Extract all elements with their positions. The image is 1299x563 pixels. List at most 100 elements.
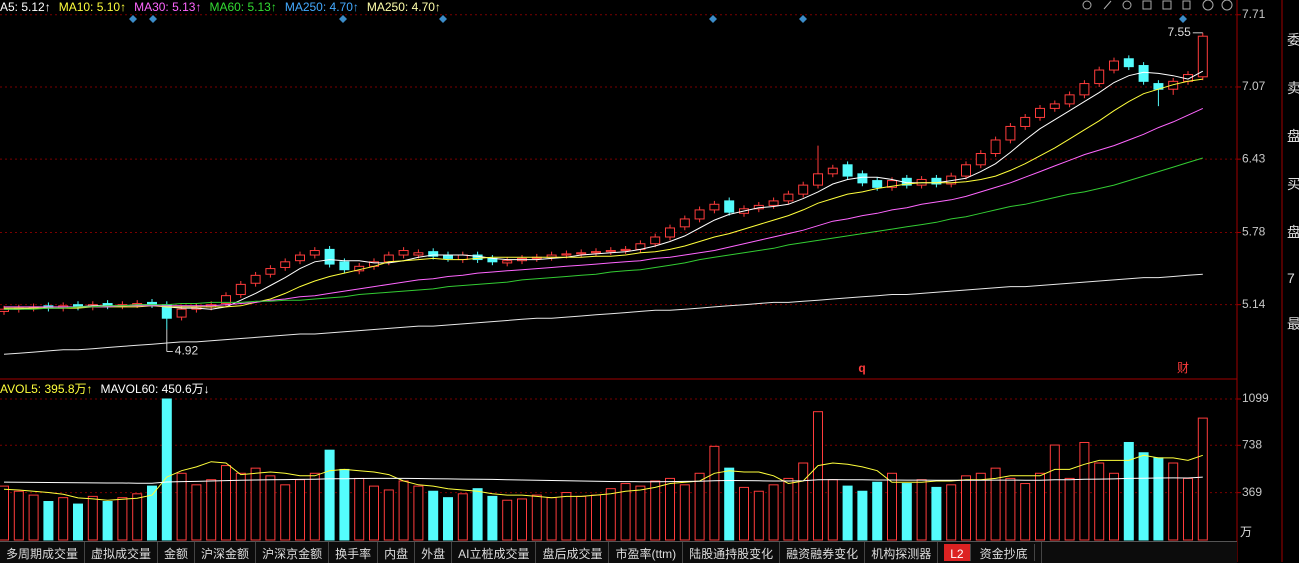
candle-body (694, 209, 705, 220)
tab[interactable]: 金额 (158, 542, 196, 563)
tab[interactable]: 融资融券变化 (780, 542, 866, 563)
indicator-label: MA250: 4.70↑ (284, 0, 359, 14)
candle-body (1109, 60, 1119, 71)
candle-body (768, 200, 779, 206)
candle-body (1049, 103, 1060, 109)
candle-body (221, 295, 231, 305)
volume-bar (1049, 444, 1060, 541)
min-label: 4.92 (175, 344, 199, 358)
volume-bar (354, 477, 365, 541)
volume-bar (1094, 462, 1105, 541)
tab[interactable]: 市盈率(ttm) (609, 542, 684, 563)
candle-body (250, 274, 261, 284)
candle-body (842, 164, 853, 177)
candle-body (309, 250, 320, 256)
tab[interactable]: 多周期成交量 (0, 542, 86, 563)
price-header: A5: 5.12↑ MA10: 5.10↑ MA30: 5.13↑ MA60: 5.1… (0, 0, 441, 14)
toolbar[interactable] (1082, 0, 1233, 11)
candle-body (709, 203, 720, 211)
tab[interactable]: 虚拟成交量 (85, 542, 159, 563)
tab[interactable]: 沪深金额 (195, 542, 257, 563)
volume-bar (369, 485, 379, 541)
volume-bar (1168, 462, 1179, 541)
tab[interactable]: 内盘 (378, 542, 416, 563)
candle-body (1005, 125, 1016, 141)
volume-bar (665, 477, 675, 541)
volume-bar (901, 483, 912, 541)
tab[interactable]: 盘后成交量 (536, 542, 610, 563)
candle-body (813, 173, 823, 186)
volume-bar (517, 498, 527, 541)
volume-bar (650, 480, 661, 541)
tab[interactable]: 沪深京金额 (256, 542, 330, 563)
volume-bar (813, 411, 823, 541)
volume-bar (827, 479, 838, 541)
candle-body (990, 139, 1001, 155)
candle-body (324, 248, 335, 265)
y-tick-label: 6.43 (1242, 151, 1266, 165)
max-label: 7.55 (1167, 25, 1191, 39)
indicator-line (3, 476, 1203, 484)
candle-body (857, 173, 868, 184)
volume-bar (339, 468, 350, 541)
tab[interactable]: L2 资金抄底 (938, 542, 1042, 563)
candle-body (961, 164, 971, 177)
volume-bar (295, 479, 305, 541)
volume-bar (946, 484, 957, 541)
candle-body (1020, 116, 1031, 127)
volume-bar (1197, 417, 1208, 541)
volume-bar (679, 484, 690, 541)
candle-body (887, 180, 897, 188)
volume-bar (1064, 477, 1075, 541)
side-label: 盘 (1287, 224, 1299, 240)
tab[interactable]: 陆股通持股变化 (683, 542, 781, 563)
volume-bar (975, 472, 986, 541)
candle-body (443, 254, 453, 259)
volume-bar (176, 472, 187, 541)
event-label: 财 (1177, 361, 1189, 375)
candle-body (827, 167, 838, 175)
tab[interactable]: 换手率 (329, 542, 379, 563)
volume-bar (694, 472, 705, 541)
candle-body (280, 261, 291, 268)
tab[interactable]: AI立桩成交量 (452, 542, 537, 563)
volume-bar (531, 494, 542, 541)
indicator-label: MAVOL60: 450.6万↓ (100, 382, 210, 396)
tab-text: 资金抄底 (973, 544, 1035, 561)
volume-bar (13, 490, 24, 541)
volume-bar (161, 398, 172, 541)
candle-body (265, 268, 276, 275)
candle-body (235, 283, 246, 296)
candle-body (798, 184, 809, 195)
indicator-line (4, 70, 1204, 310)
tab[interactable]: 外盘 (415, 542, 453, 563)
indicator-label: MA60: 5.13↑ (209, 0, 277, 14)
volume-bar (457, 493, 468, 541)
candle-body (783, 193, 794, 202)
volume-bar (709, 445, 720, 541)
tab[interactable]: 机构探测器 (865, 542, 939, 563)
indicator-label: MA250: 4.70↑ (366, 0, 441, 14)
candle-body (724, 200, 735, 213)
volume-bar (487, 495, 498, 541)
side-label: 买 (1287, 176, 1299, 192)
volume-bar (472, 488, 483, 541)
candle-body (916, 178, 927, 186)
volume-bar (73, 503, 83, 541)
candle-body (502, 260, 513, 264)
tab-bar: 多周期成交量 虚拟成交量 金额 沪深金额 沪深京金额 换手率 内盘 外盘 AI立桩成交量 盘后成交… (0, 541, 1237, 563)
volume-bar (798, 462, 809, 541)
volume-bar (887, 472, 897, 541)
volume-bar (1138, 452, 1149, 541)
volume-bar (235, 472, 246, 541)
volume-bar (221, 465, 231, 541)
candle-body (295, 254, 305, 262)
candle-body (1094, 69, 1105, 85)
indicator-label: MA10: 5.10↑ (58, 0, 127, 14)
volume-bar (443, 497, 453, 541)
candle-body (872, 180, 883, 188)
volume-bar (753, 490, 764, 541)
volume-bar (324, 449, 335, 541)
volume-bar (398, 480, 409, 541)
